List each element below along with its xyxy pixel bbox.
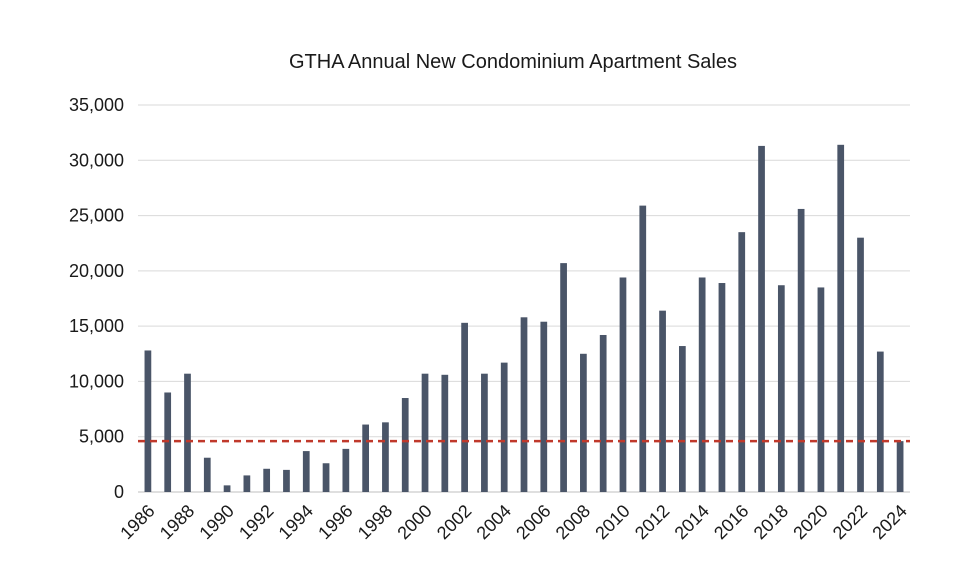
bar-2012 [659, 310, 666, 492]
x-tick-label: 2010 [591, 501, 633, 543]
bar-2022 [857, 237, 864, 492]
x-tick-label: 2012 [631, 501, 673, 543]
bar-1991 [243, 475, 251, 492]
bar-1996 [342, 448, 350, 492]
x-tick-label: 1992 [235, 501, 277, 543]
bar-2005 [520, 317, 528, 492]
bar-2021 [837, 144, 845, 492]
x-tick-label: 2000 [393, 501, 435, 543]
bar-2011 [639, 205, 647, 492]
x-tick-label: 2014 [671, 501, 713, 543]
bar-2003 [481, 373, 488, 492]
bar-1992 [263, 468, 271, 492]
bar-2017 [758, 145, 765, 492]
bar-2010 [619, 277, 627, 492]
bar-1989 [203, 457, 211, 492]
x-tick-label: 2018 [750, 501, 792, 543]
x-tick-label: 2006 [512, 501, 554, 543]
bar-1997 [362, 424, 370, 492]
bar-1986 [144, 350, 152, 492]
bar-2007 [560, 263, 567, 492]
x-tick-label: 1990 [195, 501, 237, 543]
x-tick-label: 2024 [868, 501, 910, 543]
y-tick-label: 0 [114, 482, 124, 502]
y-tick-label: 25,000 [69, 206, 124, 226]
bar-1999 [401, 398, 409, 492]
bar-2008 [580, 353, 587, 492]
x-tick-label: 2002 [433, 501, 475, 543]
x-tick-label: 1998 [354, 501, 396, 543]
bar-2023 [876, 351, 884, 492]
x-tick-label: 2022 [829, 501, 871, 543]
y-axis-ticks: 0 5,000 10,000 15,000 20,000 25,000 30,000 35,0… [69, 95, 124, 502]
x-tick-label: 1986 [116, 501, 158, 543]
y-tick-label: 5,000 [79, 427, 124, 447]
bar-2000 [421, 373, 429, 492]
bar-2004 [500, 362, 508, 492]
y-tick-label: 15,000 [69, 316, 124, 336]
bar-2009 [599, 334, 607, 492]
x-tick-label: 1994 [275, 501, 317, 543]
bar-2013 [678, 346, 686, 492]
bar-1994 [302, 451, 310, 492]
x-tick-label: 1996 [314, 501, 356, 543]
bar-2016 [738, 232, 746, 492]
bar-2006 [540, 321, 548, 492]
bar-1988 [184, 373, 191, 492]
bar-2020 [817, 287, 825, 492]
x-tick-label: 2008 [552, 501, 594, 543]
y-tick-label: 35,000 [69, 95, 124, 115]
x-tick-label: 1988 [156, 501, 198, 543]
bar-2018 [777, 285, 785, 492]
x-tick-label: 2016 [710, 501, 752, 543]
y-tick-label: 10,000 [69, 371, 124, 391]
bar-2019 [797, 208, 805, 493]
y-tick-label: 30,000 [69, 150, 124, 170]
bar-2014 [698, 277, 706, 492]
x-tick-label: 2020 [789, 501, 831, 543]
bar-2001 [441, 374, 449, 492]
x-axis-ticks: 1986198819901992199419961998200020022004… [116, 501, 911, 543]
x-tick-label: 2004 [473, 501, 515, 543]
bar-2015 [718, 283, 726, 492]
bar-2024 [896, 441, 904, 492]
bars [144, 144, 904, 493]
bar-1995 [322, 463, 330, 492]
chart-title: GTHA Annual New Condominium Apartment Sa… [289, 51, 737, 73]
bar-1993 [283, 469, 290, 492]
bar-1998 [382, 422, 389, 492]
bar-1990 [223, 485, 231, 492]
y-tick-label: 20,000 [69, 261, 124, 281]
bar-2002 [461, 322, 468, 492]
